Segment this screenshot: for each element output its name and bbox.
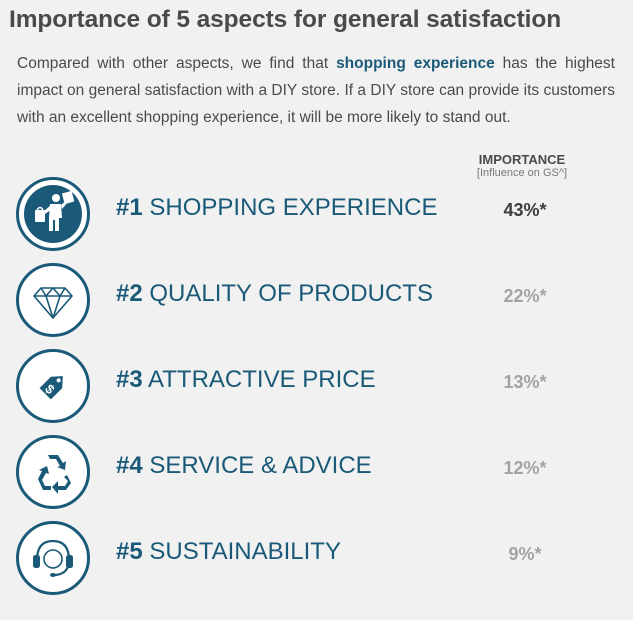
aspect-rank-4: #4 bbox=[116, 452, 143, 479]
aspect-label-5: #5 SUSTAINABILITY bbox=[116, 538, 341, 566]
aspect-value-2: 22%* bbox=[503, 286, 547, 306]
aspect-row-2: #2 QUALITY OF PRODUCTS 22%* bbox=[0, 262, 633, 348]
aspect-label-4: #4 SERVICE & ADVICE bbox=[116, 452, 372, 480]
aspect-rank-5: #5 bbox=[116, 538, 143, 565]
aspect-rank-2: #2 bbox=[116, 280, 143, 307]
importance-header: IMPORTANCE [Influence on GS^] bbox=[452, 152, 592, 179]
aspect-value-5: 9%* bbox=[508, 544, 542, 564]
aspect-value-4: 12%* bbox=[503, 458, 547, 478]
aspect-name-5: SUSTAINABILITY bbox=[149, 538, 341, 565]
aspect-row-3: $ #3 ATTRACTIVE PRICE 13%* bbox=[0, 348, 633, 434]
aspect-row-5: #5 SUSTAINABILITY 9%* bbox=[0, 520, 633, 606]
intro-paragraph: Compared with other aspects, we find tha… bbox=[17, 50, 615, 131]
aspect-value-3: 13%* bbox=[503, 372, 547, 392]
recycle-icon bbox=[15, 434, 91, 510]
importance-subtitle: [Influence on GS^] bbox=[476, 167, 568, 179]
aspect-rank-1: #1 bbox=[116, 194, 143, 221]
headset-icon bbox=[15, 520, 91, 596]
page-title: Importance of 5 aspects for general sati… bbox=[9, 6, 562, 33]
shopper-icon bbox=[15, 176, 91, 252]
aspect-label-2: #2 QUALITY OF PRODUCTS bbox=[116, 280, 433, 308]
aspect-value-1: 43%* bbox=[503, 200, 547, 220]
importance-title: IMPORTANCE bbox=[478, 152, 566, 167]
aspect-row-4: #4 SERVICE & ADVICE 12%* bbox=[0, 434, 633, 520]
diamond-icon bbox=[15, 262, 91, 338]
price-tag-icon: $ bbox=[15, 348, 91, 424]
aspect-row-1: #1 SHOPPING EXPERIENCE 43%* bbox=[0, 176, 633, 262]
aspect-name-1: SHOPPING EXPERIENCE bbox=[149, 194, 438, 221]
intro-text-after: has the highest impact on general satisf… bbox=[17, 55, 615, 126]
aspect-label-1: #1 SHOPPING EXPERIENCE bbox=[116, 194, 437, 222]
aspect-name-4: SERVICE & ADVICE bbox=[149, 452, 372, 479]
aspect-name-2: QUALITY OF PRODUCTS bbox=[149, 280, 433, 307]
intro-highlight: shopping experience bbox=[336, 55, 495, 72]
intro-text-before: Compared with other aspects, we find tha… bbox=[17, 55, 337, 72]
aspect-name-3: ATTRACTIVE PRICE bbox=[148, 366, 376, 393]
aspect-rank-3: #3 bbox=[116, 366, 143, 393]
aspect-label-3: #3 ATTRACTIVE PRICE bbox=[116, 366, 376, 394]
